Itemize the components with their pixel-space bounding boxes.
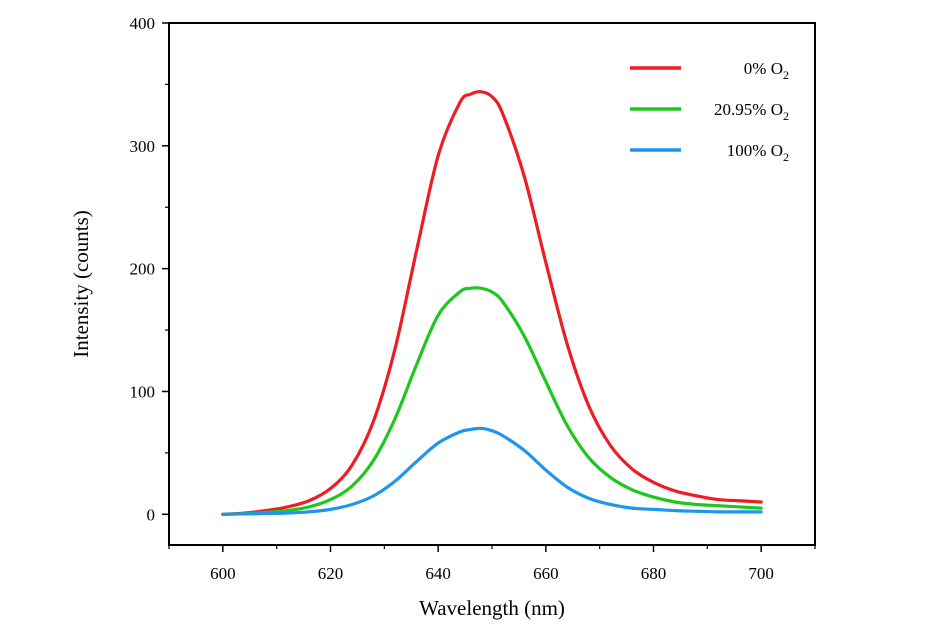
y-tick-label: 300 [130, 137, 156, 156]
series-line-1 [221, 90, 763, 516]
series-line-2 [221, 286, 763, 516]
y-tick-label: 400 [130, 14, 156, 33]
x-tick-label: 660 [533, 564, 559, 583]
legend-label-1: 0% O2 [744, 59, 789, 82]
x-tick-label: 680 [641, 564, 667, 583]
x-axis-title: Wavelength (nm) [419, 596, 565, 620]
series-lines [221, 90, 763, 516]
legend-label-3: 100% O2 [727, 141, 789, 164]
y-tick-label: 100 [130, 382, 156, 401]
y-tick-label: 200 [130, 260, 156, 279]
x-tick-label: 600 [210, 564, 236, 583]
y-axis-title: Intensity (counts) [69, 210, 93, 358]
x-tick-label: 620 [318, 564, 344, 583]
series-line-3 [221, 426, 763, 516]
axis-ticks: 600 620 640 660 680 700 0 100 200 300 400 [130, 14, 816, 583]
legend: 0% O2 20.95% O2 100% O2 [630, 59, 789, 164]
x-tick-label: 640 [425, 564, 451, 583]
y-tick-label: 0 [147, 505, 156, 524]
x-tick-label: 700 [748, 564, 774, 583]
legend-label-2: 20.95% O2 [714, 100, 789, 123]
